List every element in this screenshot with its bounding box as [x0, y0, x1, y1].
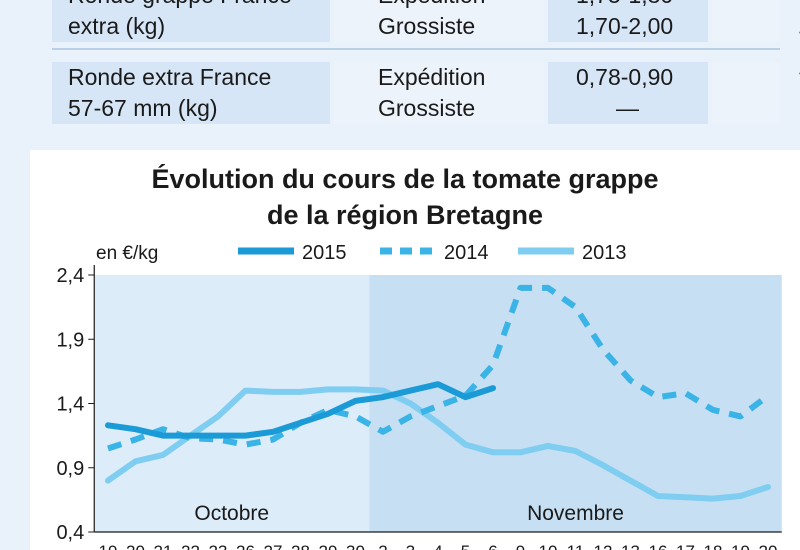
series-line-2015 [105, 381, 496, 439]
chart-svg: Évolution du cours de la tomate grappe d… [56, 163, 782, 550]
x-tick-label: 28 [291, 542, 310, 550]
x-tick-label: 12 [594, 542, 613, 550]
trend-down-icon [798, 72, 800, 75]
price-line: 1,70-2,00 [576, 13, 674, 39]
y-tick-label: 1,9 [56, 329, 84, 351]
product-cell: Ronde grappe France extra (kg) [52, 0, 330, 42]
x-tick-label: 26 [236, 542, 255, 550]
y-tick-label: 0,9 [56, 458, 84, 480]
price-line: — [616, 95, 639, 121]
x-tick-label: 16 [649, 542, 668, 550]
y-tick-label: 2,4 [56, 265, 84, 287]
x-tick-label: 3 [406, 542, 415, 550]
trend-cell [712, 62, 800, 124]
chart-subtitle: de la région Bretagne [267, 200, 543, 230]
plot-area: 0,40,91,41,92,41920212223262728293023456… [56, 265, 782, 550]
x-tick-label: 19 [731, 542, 750, 550]
price-line: 0,78-0,90 [576, 64, 674, 90]
price-chart: Évolution du cours de la tomate grappe d… [30, 150, 800, 550]
x-tick-label: 21 [154, 542, 173, 550]
month-label: Novembre [527, 502, 624, 525]
price-cell: 1,75-1,80 1,70-2,00 [548, 0, 708, 42]
product-line: 57-67 mm (kg) [68, 95, 218, 121]
product-cell: Ronde extra France 57-67 mm (kg) [52, 62, 330, 124]
x-tick-label: 6 [488, 542, 497, 550]
series-line-2013 [105, 386, 771, 502]
price-line: 1,75-1,80 [576, 0, 673, 11]
x-tick-label: 9 [516, 542, 525, 550]
product-line: extra (kg) [68, 13, 166, 39]
row-divider [52, 48, 780, 50]
y-tick-label: 0,4 [56, 522, 84, 544]
stage-cell: Expédition Grossiste [334, 62, 544, 124]
y-tick-label: 1,4 [56, 394, 84, 416]
x-tick-label: 2 [378, 542, 387, 550]
x-tick-label: 13 [621, 542, 640, 550]
trend-stable-icon [796, 94, 800, 124]
x-tick-label: 27 [264, 542, 283, 550]
x-tick-label: 19 [99, 542, 118, 550]
price-row: Ronde grappe France extra (kg) Expéditio… [52, 0, 800, 42]
y-axis-label: en €/kg [96, 243, 158, 264]
product-line: Ronde extra France [68, 64, 272, 90]
x-tick-label: 17 [676, 542, 695, 550]
x-tick-label: 20 [126, 542, 145, 550]
stage-cell: Expédition Grossiste [334, 0, 544, 42]
legend: 2015 2014 2013 [238, 242, 627, 264]
x-tick-label: 4 [433, 542, 442, 550]
month-label: Octobre [194, 502, 269, 525]
price-cell: 0,78-0,90 — [548, 62, 708, 124]
legend-label-2014: 2014 [444, 242, 489, 264]
x-tick-label: 29 [319, 542, 338, 550]
price-table: Ronde grappe France extra (kg) Expéditio… [0, 0, 800, 140]
product-line: Ronde grappe France [68, 0, 292, 11]
x-tick-label: 18 [704, 542, 723, 550]
trend-up-icon [798, 31, 800, 34]
legend-label-2015: 2015 [302, 242, 347, 264]
plot-background-november [369, 275, 782, 532]
stage-line: Expédition [378, 64, 486, 90]
stage-line: Grossiste [378, 95, 476, 121]
stage-line: Grossiste [378, 13, 476, 39]
chart-title: Évolution du cours de la tomate grappe [151, 163, 658, 194]
x-tick-label: 22 [181, 542, 200, 550]
x-tick-label: 23 [209, 542, 228, 550]
trend-up-icon [796, 0, 800, 2]
x-tick-label: 5 [461, 542, 470, 550]
x-tick-label: 10 [539, 542, 558, 550]
price-row: Ronde extra France 57-67 mm (kg) Expédit… [52, 62, 800, 124]
x-tick-label: 30 [346, 542, 365, 550]
x-tick-label: 20 [759, 542, 778, 550]
stage-line: Expédition [378, 0, 485, 11]
x-tick-label: 11 [567, 542, 585, 550]
trend-cell [712, 0, 800, 42]
legend-label-2013: 2013 [582, 242, 627, 264]
